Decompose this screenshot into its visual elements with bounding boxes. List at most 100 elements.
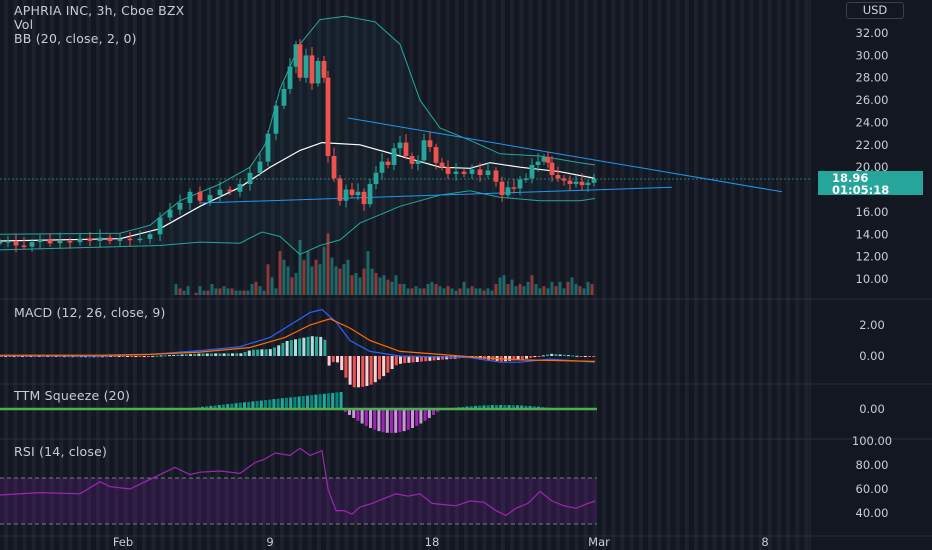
volume-bar — [194, 292, 198, 295]
ttm-bar — [217, 405, 221, 409]
currency-button[interactable]: USD — [846, 2, 904, 19]
rsi-legend[interactable]: RSI (14, close) — [14, 444, 108, 459]
ttm-bar — [469, 406, 473, 409]
volume-bar — [314, 259, 318, 295]
ttm-bar — [255, 400, 259, 409]
macd-legend[interactable]: MACD (12, 26, close, 9) — [14, 305, 166, 320]
macd-histogram-bar — [512, 356, 516, 361]
price-tick-label: 32.00 — [856, 26, 889, 40]
volume-bar — [206, 290, 210, 295]
volume-bar — [446, 286, 450, 295]
macd-histogram-bar — [294, 339, 297, 356]
candle-body — [427, 140, 433, 147]
session-stripe — [510, 0, 515, 550]
macd-histogram-bar — [537, 356, 541, 357]
volume-bar — [486, 288, 490, 295]
candle-body — [147, 234, 153, 239]
volume-bar — [498, 277, 502, 295]
volume-bar — [474, 288, 478, 295]
macd-histogram-bar — [516, 356, 520, 360]
candle-body — [379, 161, 385, 173]
macd-histogram-bar — [411, 356, 415, 363]
macd-histogram-bar — [365, 356, 369, 386]
ttm-bar — [259, 400, 263, 409]
price-tick-label: 22.00 — [856, 138, 889, 152]
ttm-tick-label: 0.00 — [859, 402, 885, 416]
macd-histogram-bar — [436, 356, 440, 360]
macd-histogram-bar — [432, 356, 436, 361]
macd-histogram-bar — [25, 356, 29, 357]
session-stripe — [574, 0, 579, 550]
session-stripe — [418, 0, 423, 550]
volume-legend[interactable]: Vol — [14, 17, 34, 32]
session-stripe — [611, 0, 616, 550]
volume-bar — [578, 286, 582, 295]
trendlines[interactable] — [199, 117, 783, 204]
candle-body — [47, 239, 53, 244]
macd-histogram-bar — [588, 356, 591, 357]
ttm-bar — [419, 409, 423, 424]
price-axis[interactable]: 32.00 30.00 28.00 26.00 24.00 22.00 20.00 16.00… — [852, 26, 892, 520]
session-stripe — [96, 0, 101, 550]
volume-bar — [338, 268, 342, 295]
candle-body — [177, 203, 183, 210]
macd-histogram-bar — [264, 349, 268, 356]
macd-histogram-bar — [390, 356, 394, 369]
candle-body — [57, 241, 63, 244]
session-stripe — [40, 0, 45, 550]
ttm-bar — [205, 406, 209, 409]
price-tick-label: 28.00 — [856, 71, 889, 85]
session-stripe — [197, 0, 202, 550]
session-stripe — [528, 0, 533, 550]
candle-body — [293, 44, 299, 67]
volume-bar — [274, 288, 278, 295]
volume-bar — [482, 290, 486, 295]
macd-histogram-bar — [163, 355, 167, 357]
macd-histogram-bar — [126, 356, 129, 357]
session-stripe — [151, 0, 156, 550]
candle-body — [391, 148, 397, 165]
candle-body — [257, 161, 263, 173]
macd-histogram-bar — [394, 356, 398, 366]
symbol-title[interactable]: APHRIA INC, 3h, Cboe BZX — [14, 3, 185, 18]
session-stripe — [399, 0, 404, 550]
session-stripe — [537, 0, 542, 550]
volume-bar — [382, 275, 386, 295]
rsi-tick-label: 40.00 — [856, 506, 889, 520]
volume-bar — [506, 284, 510, 295]
macd-histogram-bar — [424, 356, 428, 362]
macd-histogram-bar — [130, 356, 134, 357]
macd-histogram-bar — [336, 356, 339, 363]
session-stripe — [114, 0, 119, 550]
volume-bar — [182, 290, 186, 295]
volume-bar — [562, 288, 566, 295]
volume-bar — [354, 273, 358, 295]
time-axis[interactable]: Feb 9 18 Mar 8 — [113, 535, 769, 549]
volume-bar — [510, 279, 514, 295]
macd-histogram-bar — [218, 353, 222, 356]
macd-histogram-bar — [268, 349, 272, 356]
candle-body — [535, 161, 541, 165]
session-stripe — [13, 0, 18, 550]
candle-body — [545, 157, 551, 163]
macd-histogram-bar — [205, 353, 209, 356]
session-stripe — [261, 0, 266, 550]
bb-basis — [0, 141, 596, 242]
volume-bar — [378, 277, 382, 295]
candle-body — [555, 175, 561, 179]
session-stripe — [234, 0, 239, 550]
session-stripe — [188, 0, 193, 550]
macd-histogram-bar — [42, 356, 45, 357]
rsi-tick-label: 60.00 — [856, 482, 889, 496]
ttm-bar — [385, 409, 389, 433]
volume-bar — [254, 281, 258, 295]
ttm-legend[interactable]: TTM Squeeze (20) — [14, 388, 131, 403]
session-stripe — [270, 0, 275, 550]
session-stripe — [657, 0, 662, 550]
candle-body — [321, 61, 327, 78]
candle-body — [281, 88, 287, 106]
candle-body — [325, 77, 331, 156]
candle-body — [517, 179, 523, 189]
bollinger-legend[interactable]: BB (20, close, 2, 0) — [14, 31, 137, 46]
